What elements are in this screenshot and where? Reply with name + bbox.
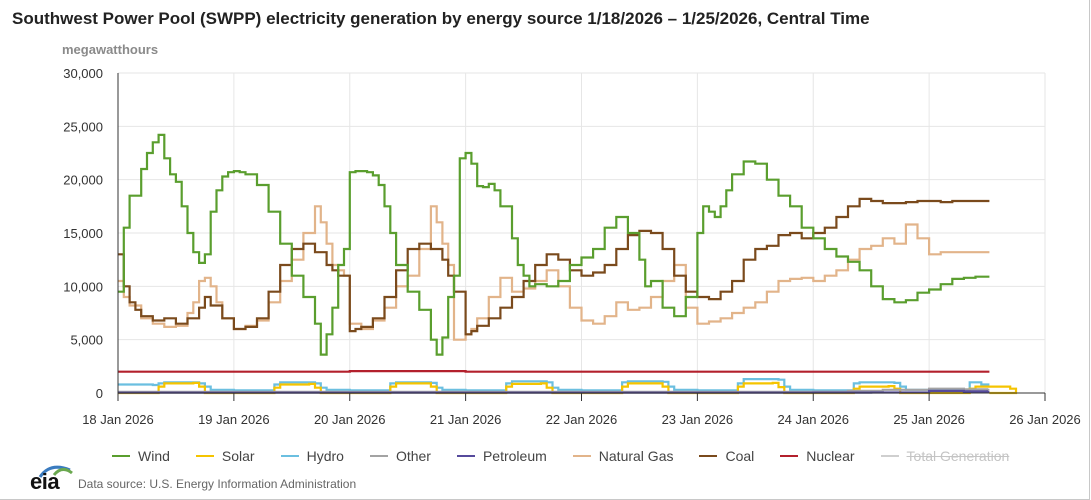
series-line-wind: [118, 133, 990, 356]
chart-series: [118, 133, 1018, 395]
legend-swatch: [572, 455, 591, 457]
x-tick-label: 24 Jan 2026: [777, 412, 849, 427]
legend-label: Other: [395, 448, 431, 464]
data-source-text: Data source: U.S. Energy Information Adm…: [78, 477, 357, 491]
x-tick-label: 25 Jan 2026: [893, 412, 965, 427]
legend-label: Hydro: [306, 448, 344, 464]
y-tick-label: 5,000: [70, 333, 103, 348]
legend-item-petroleum[interactable]: Petroleum: [456, 448, 547, 464]
x-tick-label: 21 Jan 2026: [430, 412, 502, 427]
legend-item-nuclear[interactable]: Nuclear: [780, 448, 855, 464]
chart-axes: 0 5,000 10,000 15,000 20,000 25,000 30,000 18 J…: [63, 66, 1081, 427]
legend-label: Wind: [138, 448, 170, 464]
chart-legend: Wind Solar Hydro Other Petroleum Natural Gas C…: [112, 447, 1035, 465]
legend-swatch: [456, 455, 475, 457]
footer: eia Data source: U.S. Energy Information…: [30, 463, 356, 495]
y-tick-label: 15,000: [63, 226, 103, 241]
x-tick-label: 20 Jan 2026: [314, 412, 386, 427]
series-line-natural-gas: [118, 205, 990, 341]
legend-label: Coal: [725, 448, 755, 464]
legend-label: Petroleum: [482, 448, 547, 464]
legend-item-total-generation[interactable]: Total Generation: [880, 448, 1010, 464]
x-tick-label: 19 Jan 2026: [198, 412, 270, 427]
legend-item-hydro[interactable]: Hydro: [280, 448, 344, 464]
y-tick-label: 0: [96, 386, 103, 401]
legend-item-solar[interactable]: Solar: [195, 448, 255, 464]
legend-label: Solar: [221, 448, 255, 464]
legend-label: Total Generation: [906, 448, 1010, 464]
x-tick-label: 18 Jan 2026: [82, 412, 154, 427]
legend-swatch: [780, 455, 799, 457]
chart-title: Southwest Power Pool (SWPP) electricity …: [12, 9, 870, 28]
x-tick-label: 23 Jan 2026: [662, 412, 734, 427]
legend-swatch: [112, 455, 130, 457]
eia-logo-text: eia: [30, 469, 60, 494]
y-axis-units-label: megawatthours: [62, 42, 159, 57]
legend-swatch: [369, 455, 388, 457]
y-tick-label: 30,000: [63, 66, 103, 81]
legend-label: Nuclear: [806, 448, 855, 464]
legend-item-wind[interactable]: Wind: [112, 448, 170, 464]
legend-label: Natural Gas: [598, 448, 674, 464]
legend-swatch: [880, 455, 899, 457]
eia-logo[interactable]: eia: [30, 464, 73, 494]
legend-swatch: [280, 455, 299, 457]
legend-swatch: [195, 455, 214, 457]
legend-item-natural-gas[interactable]: Natural Gas: [572, 448, 674, 464]
legend-swatch: [699, 455, 718, 457]
y-tick-label: 10,000: [63, 279, 103, 294]
series-line-nuclear: [118, 370, 990, 373]
legend-item-coal[interactable]: Coal: [699, 448, 754, 464]
x-tick-label: 26 Jan 2026: [1009, 412, 1081, 427]
eia-logo-arc-icon: [38, 465, 73, 478]
y-tick-label: 25,000: [63, 119, 103, 134]
y-tick-label: 20,000: [63, 173, 103, 188]
legend-item-other[interactable]: Other: [369, 448, 431, 464]
x-tick-label: 22 Jan 2026: [546, 412, 618, 427]
